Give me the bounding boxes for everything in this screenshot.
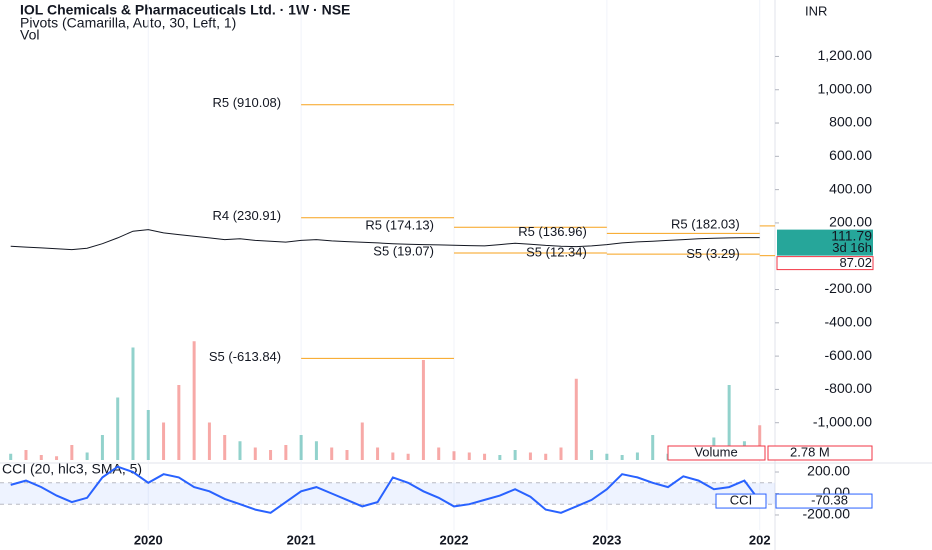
volume-bar <box>544 453 548 460</box>
y-tick-label: -200.00 <box>825 280 873 296</box>
pivot-label: S5 (3.29) <box>686 246 739 261</box>
volume-bar <box>574 378 578 460</box>
volume-bar <box>192 341 196 460</box>
pivot-label: S5 (-613.84) <box>209 349 281 364</box>
volume-bar <box>727 385 731 460</box>
y-tick-label: 200.00 <box>829 214 872 230</box>
y-tick-label: -600.00 <box>825 347 873 363</box>
cci-y-tick-label: -200.00 <box>803 506 851 522</box>
last-price-box <box>777 229 873 256</box>
volume-bar <box>513 450 517 460</box>
symbol-title: IOL Chemicals & Pharmaceuticals Ltd. · 1… <box>20 2 350 18</box>
cci-last-box <box>775 493 873 509</box>
y-tick-label: -400.00 <box>825 314 873 330</box>
pivot-label: S5 (19.07) <box>373 243 434 258</box>
volume-bar <box>207 422 211 460</box>
pivot-label: R5 (182.03) <box>671 216 740 231</box>
volume-bar <box>85 452 89 460</box>
volume-bar <box>55 456 59 460</box>
volume-bar <box>391 452 395 460</box>
cci-y-tick-label: 200.00 <box>807 463 850 479</box>
volume-bar <box>635 452 639 460</box>
volume-bar <box>421 360 425 460</box>
volume-bar <box>299 435 303 460</box>
last-price: 111.79 <box>831 227 872 243</box>
volume-bar <box>360 422 364 460</box>
volume-bar <box>651 435 655 460</box>
currency: INR <box>805 3 827 18</box>
volume-bar <box>345 450 349 460</box>
volume-last: 2.78 M <box>790 444 830 459</box>
pivot-label: S5 (12.34) <box>526 245 587 260</box>
volume-bar <box>376 447 380 460</box>
y-tick-label: 1,200.00 <box>818 47 873 63</box>
volume-bar <box>498 455 502 460</box>
volume-bar <box>162 422 166 460</box>
countdown: 3d 16h <box>832 240 872 255</box>
volume-bar <box>177 385 181 460</box>
pivot-label: R5 (174.13) <box>365 218 434 233</box>
volume-bar <box>100 435 104 460</box>
x-tick-label: 2020 <box>134 532 163 547</box>
volume-bar <box>467 452 471 460</box>
x-tick-label: 2022 <box>440 532 469 547</box>
y-tick-label: -800.00 <box>825 380 873 396</box>
volume-bar <box>238 441 242 460</box>
volume-bar <box>269 450 273 460</box>
x-tick-label: 2023 <box>592 532 621 547</box>
volume-bar <box>70 445 74 460</box>
volume-bar <box>620 455 624 460</box>
cci-name-box <box>715 493 767 509</box>
volume-bar <box>131 347 135 460</box>
y-tick-label: 800.00 <box>829 114 872 130</box>
price-line <box>10 229 760 251</box>
volume-bar <box>330 447 334 460</box>
volume-bar <box>406 453 410 460</box>
x-tick-label: 202 <box>749 532 771 547</box>
volume-bar <box>116 397 120 460</box>
pivot-label: R5 (136.96) <box>518 224 587 239</box>
volume-legend: Vol <box>20 27 39 43</box>
volume-bar <box>253 447 257 460</box>
volume-bar <box>528 452 532 460</box>
y-tick-label: 400.00 <box>829 180 872 196</box>
pivot-label: R4 (230.91) <box>212 208 281 223</box>
volume-last-box <box>767 445 873 461</box>
volume-bar <box>559 447 563 460</box>
volume-bar <box>437 447 441 460</box>
volume-bar <box>314 441 318 460</box>
y-tick-label: 600.00 <box>829 147 872 163</box>
pivot-label: R5 (910.08) <box>212 95 281 110</box>
volume-bar <box>483 453 487 460</box>
volume-name: Volume <box>694 444 737 459</box>
volume-bar <box>758 425 762 460</box>
y-tick-label: -1,000.00 <box>813 413 872 429</box>
volume-bar <box>9 453 13 460</box>
cci-name: CCI <box>730 492 752 507</box>
volume-bar <box>452 451 456 460</box>
volume-bar <box>590 450 594 460</box>
marker-box <box>776 256 874 271</box>
cci-line <box>10 465 761 514</box>
marker-value: 87.02 <box>839 255 872 270</box>
volume-bar <box>146 410 150 460</box>
x-tick-label: 2021 <box>287 532 316 547</box>
indicator-legend: Pivots (Camarilla, Auto, 30, Left, 1) <box>20 15 236 31</box>
volume-bar <box>605 453 609 460</box>
volume-bar <box>39 455 43 460</box>
volume-bar <box>24 450 28 460</box>
y-tick-label: 1,000.00 <box>818 80 873 96</box>
cci-last: -70.38 <box>811 492 848 507</box>
volume-name-box <box>667 445 766 461</box>
cci-band <box>0 482 775 505</box>
volume-bar <box>284 445 288 460</box>
cci-title: CCI (20, hlc3, SMA, 5) <box>2 461 142 477</box>
volume-bar <box>223 435 227 460</box>
